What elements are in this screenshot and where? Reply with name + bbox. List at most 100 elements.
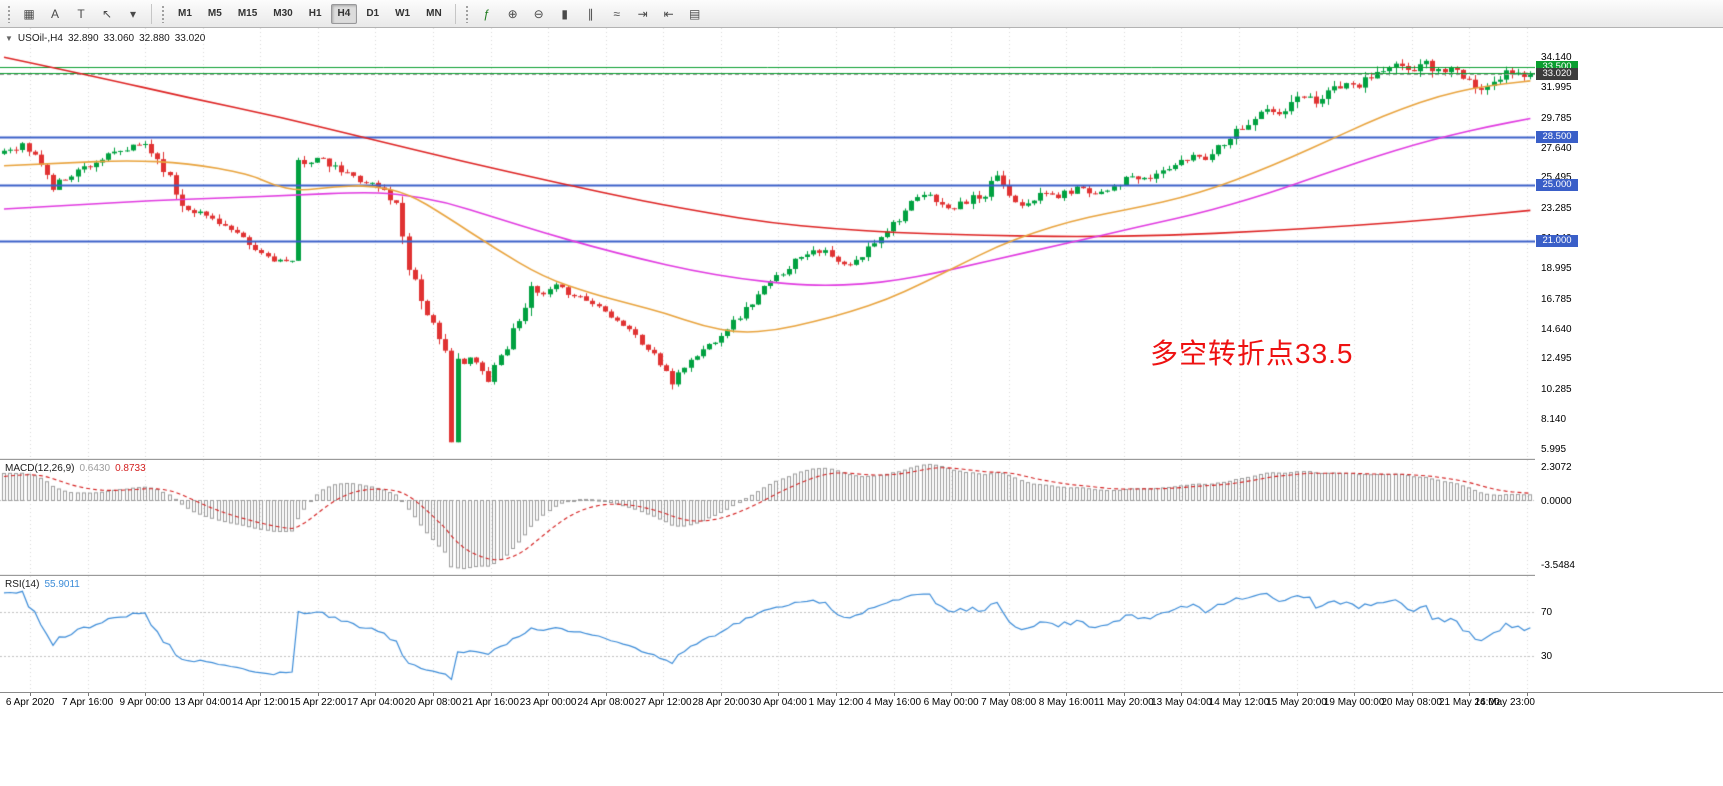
zoom-out-icon[interactable]: ⊖ (533, 6, 544, 21)
time-axis-label: 15 Apr 22:00 (289, 697, 347, 708)
time-scale-border (0, 692, 1723, 693)
time-axis-label: 20 Apr 08:00 (404, 697, 462, 708)
timeframe-d1-button[interactable]: D1 (366, 8, 380, 19)
text-label-tool[interactable]: T (77, 6, 85, 21)
time-tick (375, 693, 376, 696)
timeframe-h1-button[interactable]: H1 (308, 8, 322, 19)
price-line-label: 21.000 (1536, 235, 1578, 247)
timeframe-m5-button[interactable]: M5 (207, 8, 222, 19)
price-line-label: 33.020 (1536, 67, 1578, 80)
time-axis-label: 9 Apr 00:00 (119, 697, 171, 708)
time-tick (88, 693, 89, 696)
timeframe-mn-button[interactable]: MN (426, 8, 442, 19)
time-axis-label: 15 May 20:00 (1266, 697, 1327, 708)
time-axis-label: 23 Apr 00:00 (519, 697, 577, 708)
time-axis-label: 13 May 04:00 (1151, 697, 1212, 708)
price-scale[interactable]: 34.14031.99529.78527.64025.49523.28521.1… (1535, 28, 1723, 692)
timeframe-w1-button[interactable]: W1 (395, 8, 411, 19)
price-tick-label: 23.285 (1541, 203, 1572, 215)
templates-icon[interactable]: ▤ (689, 6, 701, 21)
time-tick (433, 693, 434, 696)
pane-separator[interactable] (0, 573, 1723, 576)
time-tick (778, 693, 779, 696)
time-axis-label: 24 May 23:00 (1474, 697, 1535, 708)
time-tick (548, 693, 549, 696)
macd-indicator-label: MACD(12,26,9) 0.6430 0.8733 (5, 463, 146, 474)
indicators-icon[interactable]: ƒ (483, 6, 491, 21)
time-tick (721, 693, 722, 696)
timeframe-m1-button[interactable]: M1 (178, 8, 192, 19)
price-tick-label: 31.995 (1541, 81, 1572, 93)
open-value: 32.890 (67, 33, 99, 44)
line-chart-mode-icon[interactable]: ≈ (613, 6, 620, 21)
price-tick-label: 27.640 (1541, 142, 1572, 154)
low-value: 32.880 (139, 33, 170, 44)
time-tick (663, 693, 664, 696)
time-scale[interactable]: 6 Apr 2020 7 Apr 16:00 9 Apr 00:00 13 Apr 0… (0, 693, 1723, 715)
price-tick-label: 18.995 (1541, 262, 1572, 274)
price-tick-label: 14.640 (1541, 323, 1572, 335)
time-tick (145, 693, 146, 696)
time-axis-label: 4 May 16:00 (866, 697, 922, 708)
time-tick (951, 693, 952, 696)
tools-dropdown-icon[interactable]: ▾ (129, 6, 137, 21)
text-annotation-tool[interactable]: A (50, 6, 59, 21)
macd-name: MACD(12,26,9) (5, 463, 75, 474)
time-tick (1354, 693, 1355, 696)
time-axis-label: 14 Apr 12:00 (231, 697, 289, 708)
rsi-level-label: 70 (1541, 607, 1553, 619)
zoom-in-icon[interactable]: ⊕ (507, 6, 518, 21)
chart-grid-icon[interactable]: ▦ (23, 6, 35, 21)
price-chart-canvas[interactable] (0, 28, 1536, 457)
time-axis-label: 21 May 16:00 (1438, 697, 1500, 708)
close-value: 33.020 (174, 33, 206, 44)
time-tick (260, 693, 261, 696)
timeframe-m30-button[interactable]: M30 (273, 8, 293, 19)
time-tick (1469, 693, 1470, 696)
price-tick-label: 5.995 (1541, 444, 1567, 455)
toolbar-drag-handle[interactable] (464, 4, 470, 23)
auto-scroll-icon[interactable]: ⇥ (637, 6, 648, 21)
chart-shift-icon[interactable]: ⇤ (663, 6, 674, 21)
macd-axis-zero-label: 0.0000 (1541, 495, 1572, 507)
time-tick (30, 693, 31, 696)
price-tick-label: 25.495 (1541, 172, 1572, 184)
time-tick (1181, 693, 1182, 696)
time-axis-label: 30 Apr 04:00 (750, 697, 807, 708)
pane-separator[interactable] (0, 457, 1723, 460)
toolbar: ▦ A T ↖ ▾ M1 M5 M15 M30 H1 H4 D1 W1 MN ƒ ⊕ ⊖ ▮ ∥ ≈ ⇥ ⇤ ▤ (0, 0, 1723, 28)
toolbar-drag-handle[interactable] (161, 4, 166, 23)
time-axis-label: 17 Apr 04:00 (347, 697, 404, 708)
time-axis-label: 28 Apr 20:00 (692, 697, 750, 708)
time-axis-label: 19 May 00:00 (1323, 697, 1385, 708)
toolbar-drag-handle[interactable] (7, 4, 12, 23)
arrow-tool[interactable]: ↖ (101, 6, 113, 21)
time-tick (894, 693, 895, 696)
time-axis-label: 8 May 16:00 (1038, 697, 1094, 708)
time-axis-label: 20 May 08:00 (1381, 697, 1442, 708)
rsi-value: 55.9011 (44, 579, 80, 590)
time-axis-label: 11 May 20:00 (1093, 697, 1154, 708)
bar-chart-mode-icon[interactable]: ∥ (587, 6, 594, 21)
price-tick-label: 34.140 (1541, 52, 1572, 63)
time-axis-label: 21 Apr 16:00 (462, 697, 519, 708)
rsi-pane-canvas[interactable] (0, 576, 1536, 692)
candlestick-mode-icon[interactable]: ▮ (561, 6, 568, 21)
time-tick (491, 693, 492, 696)
chart-annotation-text[interactable]: 多空转折点33.5 (1150, 338, 1354, 369)
collapse-chart-icon[interactable]: ▼ (5, 33, 13, 43)
timeframe-h4-button[interactable]: H4 (330, 3, 358, 24)
price-tick-label: 16.785 (1541, 293, 1572, 305)
price-tick-label: 29.785 (1541, 112, 1572, 124)
time-axis-label: 1 May 12:00 (808, 697, 864, 708)
time-tick (1124, 693, 1125, 696)
time-tick (318, 693, 319, 696)
macd-axis-max-label: 2.3072 (1541, 462, 1572, 473)
time-axis-label: 6 Apr 2020 (5, 697, 55, 708)
timeframe-m15-button[interactable]: M15 (237, 8, 258, 19)
price-tick-label: 8.140 (1541, 414, 1567, 426)
symbol-period-label: USOil-,H4 (17, 33, 63, 44)
macd-pane-canvas[interactable] (0, 460, 1536, 573)
time-tick (1066, 693, 1067, 696)
